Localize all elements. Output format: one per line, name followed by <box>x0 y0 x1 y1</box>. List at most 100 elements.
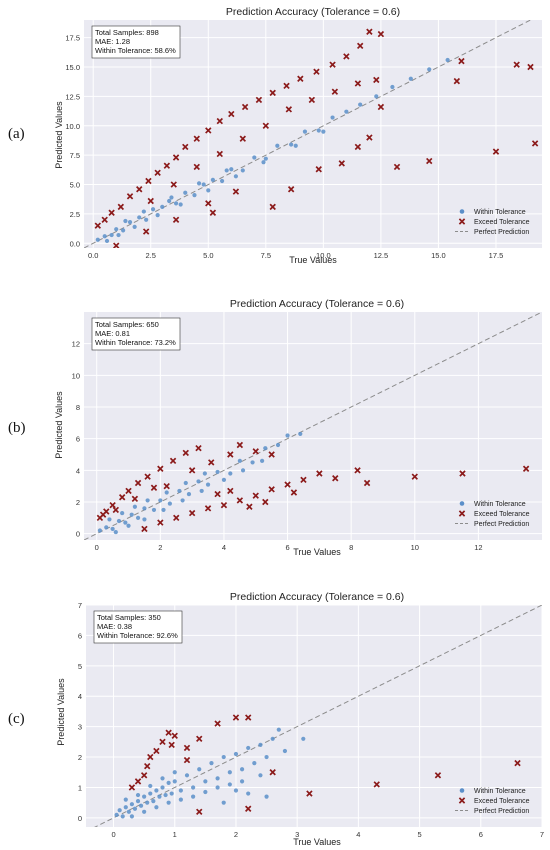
within-point <box>184 773 190 778</box>
exceed-point <box>163 162 171 169</box>
exceed-point <box>244 805 252 812</box>
within-point <box>321 129 326 134</box>
within-point <box>237 458 242 463</box>
y-tick-label: 0 <box>76 530 80 539</box>
exceed-point <box>332 475 339 482</box>
exceed-point <box>227 451 234 458</box>
exceed-point <box>118 494 126 501</box>
within-point <box>127 220 133 225</box>
x-tick-label: 0 <box>111 830 115 839</box>
within-point <box>224 168 229 173</box>
exceed-point <box>306 790 313 797</box>
exceed-point <box>126 193 134 200</box>
exceed-point <box>165 729 172 736</box>
legend-label: Within Tolerance <box>474 788 526 795</box>
exceed-point <box>172 216 180 223</box>
within-point <box>203 779 208 784</box>
x-tick-label: 10 <box>411 543 419 552</box>
exceed-point <box>183 756 191 764</box>
exceed-point <box>195 444 202 452</box>
exceed-point <box>269 89 276 97</box>
legend-label: Within Tolerance <box>474 501 526 508</box>
exceed-point <box>315 166 322 173</box>
exceed-point <box>168 741 175 749</box>
within-point <box>137 215 142 220</box>
within-point <box>126 523 131 528</box>
y-tick-label: 4 <box>78 692 82 701</box>
exceed-point <box>252 448 259 455</box>
x-tick-label: 6 <box>479 830 483 839</box>
exceed-point <box>193 163 200 171</box>
within-point <box>144 217 149 222</box>
within-point <box>169 195 174 200</box>
within-point <box>233 751 239 757</box>
within-point <box>154 788 159 793</box>
x-tick-label: 12.5 <box>374 251 389 260</box>
within-point <box>173 201 179 206</box>
exceed-point <box>366 28 373 35</box>
exceed-point <box>142 228 150 235</box>
x-tick-label: 5.0 <box>203 251 213 260</box>
within-point <box>227 782 232 787</box>
within-point <box>285 433 290 438</box>
within-point <box>148 783 153 789</box>
exceed-point <box>458 57 465 65</box>
x-tick-label: 5 <box>417 830 421 839</box>
x-tick-label: 4 <box>222 543 226 552</box>
stats-box <box>93 610 183 644</box>
exceed-point <box>300 476 307 484</box>
within-point <box>123 805 128 810</box>
exceed-point <box>269 203 276 211</box>
within-point <box>209 761 214 766</box>
within-point <box>116 232 121 238</box>
exceed-point <box>290 489 298 496</box>
within-point <box>197 767 202 772</box>
within-point <box>239 779 245 784</box>
within-point <box>229 167 234 172</box>
exceed-point <box>527 63 534 71</box>
exceed-point <box>338 160 345 167</box>
exceed-point <box>131 495 139 503</box>
exceed-point <box>393 163 401 171</box>
exceed-point <box>147 753 154 761</box>
legend-label: Exceed Tolerance <box>474 219 530 226</box>
exceed-point <box>220 501 228 509</box>
exceed-point <box>157 519 164 526</box>
exceed-point <box>196 808 203 815</box>
within-point <box>123 520 128 525</box>
within-point <box>151 799 156 804</box>
within-point <box>228 471 233 476</box>
within-point <box>298 431 303 437</box>
exceed-point <box>377 30 385 38</box>
legend-label: Perfect Prediction <box>474 229 529 236</box>
stats-line: MAE: 1.28 <box>95 37 130 46</box>
legend-exceed-marker <box>458 218 466 225</box>
within-point <box>206 188 211 193</box>
within-point <box>427 67 432 72</box>
exceed-point <box>268 486 275 493</box>
within-point <box>210 177 215 182</box>
y-tick-label: 0.0 <box>70 239 80 248</box>
within-point <box>135 515 141 520</box>
within-point <box>160 785 165 790</box>
exceed-point <box>109 501 116 509</box>
exceed-point <box>196 735 203 743</box>
within-point <box>180 498 185 503</box>
panel-label: (c) <box>8 711 25 727</box>
exceed-point <box>411 473 418 480</box>
exceed-point <box>144 762 151 770</box>
x-axis-label: True Values <box>293 547 341 557</box>
exceed-point <box>459 470 466 477</box>
exceed-point <box>354 143 362 151</box>
exceed-point <box>287 186 295 193</box>
within-point <box>199 488 204 494</box>
y-tick-label: 6 <box>76 435 80 444</box>
x-tick-label: 8 <box>349 543 353 552</box>
within-point <box>120 814 125 819</box>
exceed-point <box>188 467 196 474</box>
within-point <box>161 507 166 513</box>
exceed-point <box>356 42 364 50</box>
y-tick-label: 1 <box>78 783 82 792</box>
within-point <box>233 174 238 179</box>
